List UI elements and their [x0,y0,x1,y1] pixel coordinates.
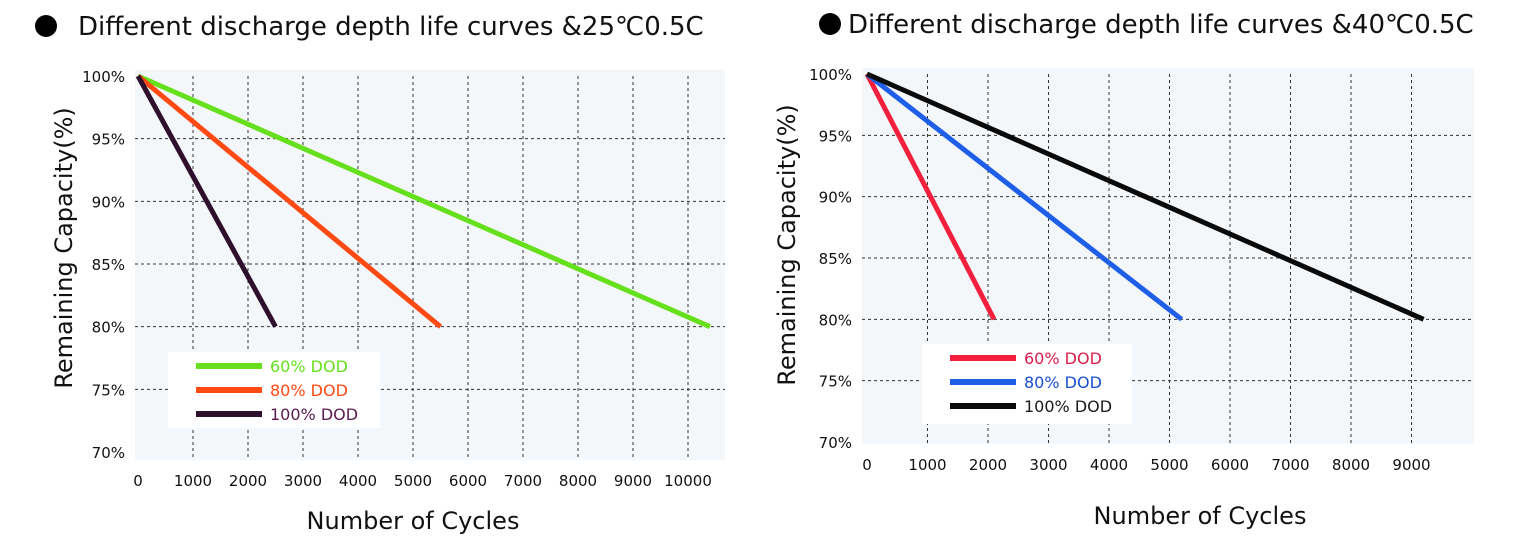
y-axis-label: Remaining Capacity(%) [773,104,801,385]
x-tick-label: 4000 [1090,456,1128,474]
series-line [136,73,712,329]
legend-label: 100% DOD [270,405,358,424]
chart-25c: Different discharge depth life curves &2… [35,12,725,535]
y-tick-label: 75% [92,381,125,399]
title-bullet-icon [35,15,57,37]
legend-label: 60% DOD [270,357,348,376]
y-tick-label: 80% [92,319,125,337]
legend-label: 80% DOD [270,381,348,400]
x-tick-label: 1000 [908,456,946,474]
legend-label: 60% DOD [1024,349,1102,368]
y-tick-label: 70% [92,444,125,462]
x-tick-label: 8000 [1332,456,1370,474]
y-tick-label: 90% [92,193,125,211]
chart-40c: Different discharge depth life curves &4… [773,10,1474,530]
y-tick-label: 85% [819,250,852,268]
x-tick-label: 10000 [664,472,712,490]
series-line [864,72,997,321]
y-tick-label: 95% [819,127,852,145]
series-line [865,71,1425,322]
legend: 60% DOD 80% DOD 100% DOD [168,352,380,428]
y-tick-label: 100% [809,66,852,84]
x-tick-label: 6000 [449,472,487,490]
x-tick-label: 5000 [394,472,432,490]
x-tick-label: 1000 [174,472,212,490]
y-tick-label: 100% [82,68,125,86]
legend-label: 100% DOD [1024,397,1112,416]
y-tick-label: 70% [819,434,852,452]
x-tick-label: 9000 [614,472,652,490]
chart-title: Different discharge depth life curves &2… [78,12,704,42]
x-tick-label: 2000 [229,472,267,490]
x-tick-label: 3000 [284,472,322,490]
legend-label: 80% DOD [1024,373,1102,392]
x-axis-label: Number of Cycles [1094,502,1307,530]
y-tick-label: 75% [819,373,852,391]
x-axis-label: Number of Cycles [307,507,520,535]
x-tick-label: 6000 [1211,456,1249,474]
x-tick-label: 7000 [504,472,542,490]
x-tick-label: 4000 [339,472,377,490]
y-tick-label: 80% [819,311,852,329]
y-axis-label: Remaining Capacity(%) [50,107,78,388]
series-line [865,72,1184,322]
x-tick-label: 3000 [1029,456,1067,474]
series-line [136,74,443,329]
x-tick-label: 0 [862,456,872,474]
series-line [135,74,278,328]
x-tick-label: 9000 [1392,456,1430,474]
x-tick-label: 0 [133,472,143,490]
x-tick-label: 8000 [559,472,597,490]
y-tick-label: 90% [819,189,852,207]
x-tick-label: 7000 [1271,456,1309,474]
x-tick-label: 5000 [1150,456,1188,474]
x-tick-label: 2000 [969,456,1007,474]
y-tick-label: 95% [92,131,125,149]
y-tick-label: 85% [92,256,125,274]
chart-title: Different discharge depth life curves &4… [848,10,1474,40]
legend: 60% DOD 80% DOD 100% DOD [922,344,1132,424]
title-bullet-icon [819,13,841,35]
